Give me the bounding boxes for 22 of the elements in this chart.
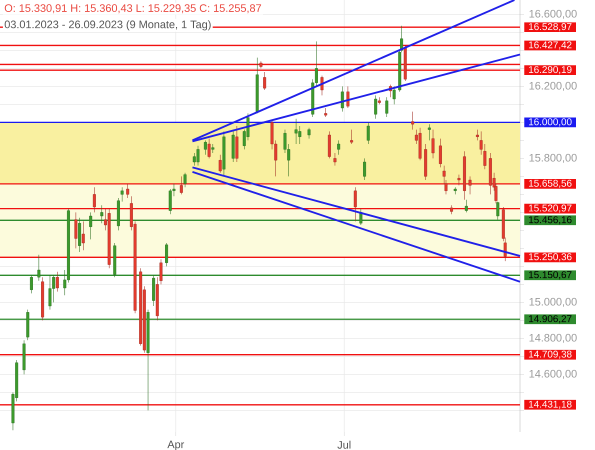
ref-line-label: 15.658,56 (529, 180, 572, 188)
ref-line-label: 14.709,38 (529, 350, 572, 359)
text: 03.01.2023 - 26.09.2023 (9 Monate, 1 Tag) (4, 20, 211, 30)
ref-line-label: 15.520,97 (529, 204, 572, 213)
ref-line-label: 14.906,27 (529, 315, 572, 324)
y-tick-label: 15.000,00 (530, 298, 577, 307)
y-tick-label: 14.600,00 (530, 370, 577, 379)
ref-line-label: 14.431,18 (529, 400, 572, 409)
y-tick-label: 16.200,00 (530, 82, 577, 91)
x-tick-label: Apr (167, 440, 184, 450)
ref-line-label: 16.427,42 (529, 41, 572, 50)
x-tick-label: Jul (337, 440, 350, 449)
y-tick-label: 15.800,00 (530, 154, 577, 163)
ref-line-label: 16.528,97 (529, 23, 572, 32)
y-tick-label: 16.600,00 (530, 10, 577, 19)
ref-line-label: 15.456,16 (529, 216, 572, 224)
ref-line-label: 16.290,19 (529, 66, 572, 74)
y-tick-label: 14.800,00 (530, 334, 577, 343)
chart-title: O: 15.330,91 H: 15.360,43 L: 15.229,35 C: 15.255,87 (4, 4, 262, 14)
ref-line-label: 15.250,36 (529, 253, 572, 262)
ref-line-label: 15.150,67 (529, 271, 572, 280)
ref-line-label: 16.000,00 (529, 118, 572, 126)
